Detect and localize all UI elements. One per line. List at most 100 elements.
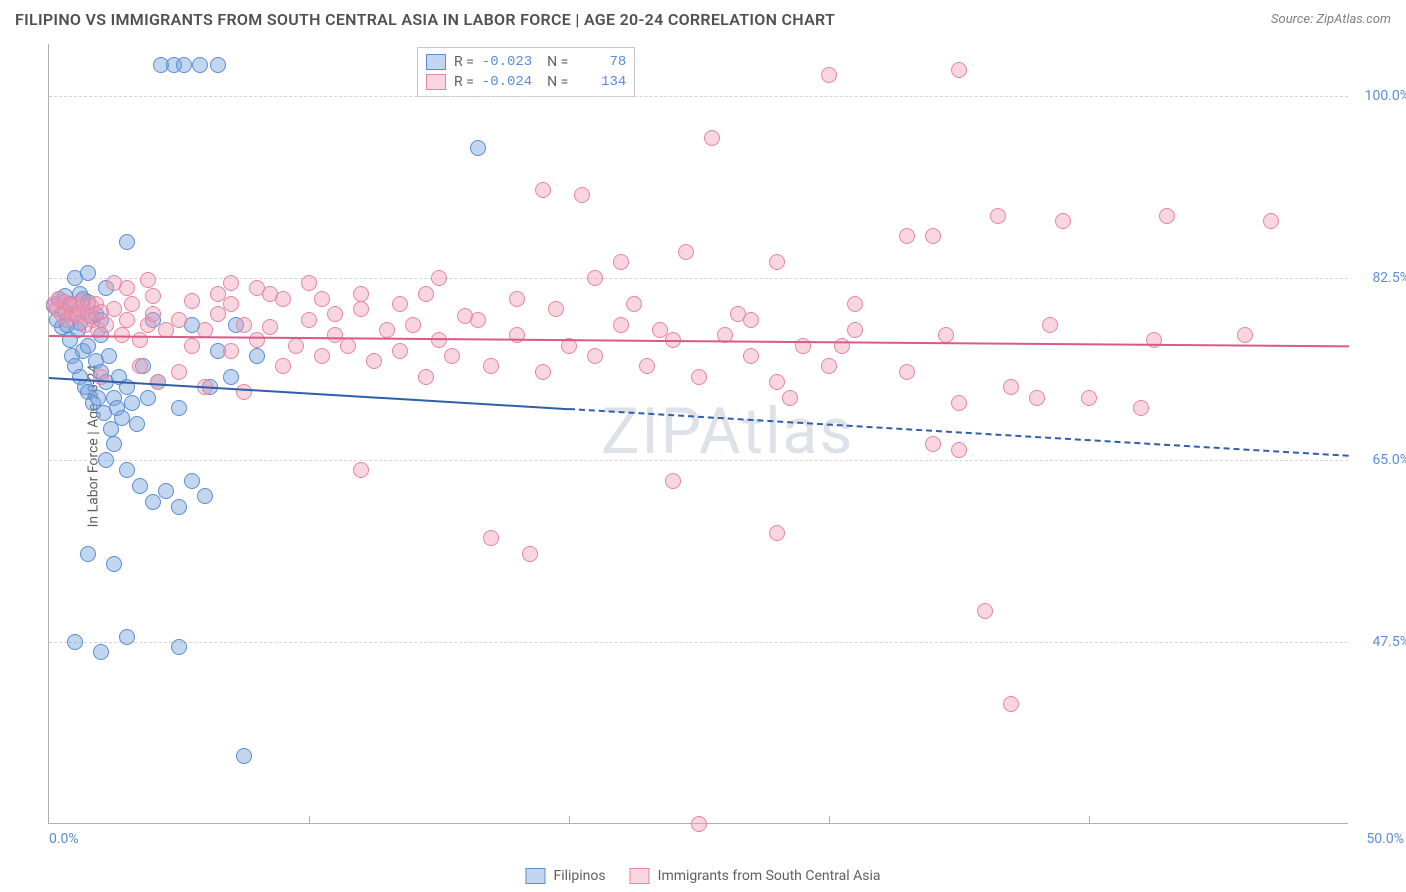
scatter-point [114, 410, 130, 426]
scatter-point [483, 358, 499, 374]
scatter-point [262, 286, 278, 302]
chart-title: FILIPINO VS IMMIGRANTS FROM SOUTH CENTRA… [15, 10, 835, 29]
scatter-point [431, 332, 447, 348]
scatter-point [691, 369, 707, 385]
x-tick-label: 0.0% [49, 831, 79, 847]
scatter-point [223, 369, 239, 385]
scatter-point [236, 317, 252, 333]
scatter-point [176, 57, 192, 73]
y-tick-label: 82.5% [1355, 270, 1406, 286]
scatter-point [132, 358, 148, 374]
scatter-point [80, 338, 96, 354]
scatter-point [145, 494, 161, 510]
scatter-point [951, 62, 967, 78]
scatter-point [223, 296, 239, 312]
scatter-point [548, 301, 564, 317]
scatter-point [192, 57, 208, 73]
scatter-point [1146, 332, 1162, 348]
stats-n-value: 78 [576, 54, 626, 70]
scatter-point [470, 140, 486, 156]
scatter-point [847, 296, 863, 312]
scatter-point [119, 234, 135, 250]
y-tick-label: 47.5% [1355, 634, 1406, 650]
scatter-point [639, 358, 655, 374]
gridline-vertical [569, 816, 570, 824]
scatter-point [171, 400, 187, 416]
gridline-horizontal [49, 278, 1348, 279]
scatter-point [925, 228, 941, 244]
scatter-point [80, 265, 96, 281]
y-tick-label: 65.0% [1355, 452, 1406, 468]
scatter-point [1081, 390, 1097, 406]
stats-row: R = -0.023 N = 78 [426, 52, 626, 72]
scatter-point [275, 358, 291, 374]
scatter-point [899, 364, 915, 380]
scatter-point [444, 348, 460, 364]
scatter-point [535, 364, 551, 380]
scatter-point [129, 416, 145, 432]
y-tick-label: 100.0% [1355, 88, 1406, 104]
scatter-point [1029, 390, 1045, 406]
scatter-point [535, 182, 551, 198]
series-legend: Filipinos Immigrants from South Central A… [525, 868, 880, 884]
scatter-point [210, 57, 226, 73]
scatter-point [1159, 208, 1175, 224]
scatter-point [1003, 379, 1019, 395]
scatter-point [158, 483, 174, 499]
scatter-point [522, 546, 538, 562]
scatter-point [782, 390, 798, 406]
scatter-point [145, 306, 161, 322]
scatter-point [171, 364, 187, 380]
stats-r-value: -0.023 [482, 54, 532, 70]
gridline-vertical [1089, 816, 1090, 824]
scatter-point [769, 374, 785, 390]
scatter-point [124, 296, 140, 312]
scatter-point [314, 291, 330, 307]
scatter-point [353, 301, 369, 317]
legend-item: Filipinos [525, 868, 605, 884]
scatter-point [431, 270, 447, 286]
scatter-point [769, 254, 785, 270]
scatter-point [392, 343, 408, 359]
scatter-point [847, 322, 863, 338]
stats-n-label: N = [540, 74, 568, 90]
stats-r-label: R = [454, 54, 474, 70]
scatter-point [821, 358, 837, 374]
legend-item: Immigrants from South Central Asia [630, 868, 881, 884]
legend-swatch [426, 54, 446, 70]
scatter-point [587, 348, 603, 364]
scatter-point [353, 462, 369, 478]
scatter-point [405, 317, 421, 333]
scatter-plot-area: ZIPAtlas R =-0.023 N =78R =-0.024 N =134… [48, 44, 1348, 824]
gridline-horizontal [49, 642, 1348, 643]
scatter-point [90, 390, 106, 406]
stats-n-label: N = [540, 54, 568, 70]
scatter-point [665, 473, 681, 489]
scatter-point [119, 312, 135, 328]
scatter-point [98, 317, 114, 333]
x-tick-label: 50.0% [1366, 831, 1404, 847]
scatter-point [925, 436, 941, 452]
gridline-vertical [829, 816, 830, 824]
scatter-point [236, 748, 252, 764]
scatter-point [834, 338, 850, 354]
scatter-point [1237, 327, 1253, 343]
scatter-point [743, 348, 759, 364]
scatter-point [418, 286, 434, 302]
scatter-point [223, 275, 239, 291]
scatter-point [587, 270, 603, 286]
scatter-point [223, 343, 239, 359]
scatter-point [743, 312, 759, 328]
gridline-horizontal [49, 96, 1348, 97]
scatter-point [821, 67, 837, 83]
scatter-point [1133, 400, 1149, 416]
gridline-horizontal [49, 460, 1348, 461]
legend-swatch [525, 868, 545, 884]
scatter-point [613, 254, 629, 270]
scatter-point [140, 272, 156, 288]
scatter-point [80, 546, 96, 562]
stats-r-value: -0.024 [482, 74, 532, 90]
scatter-point [366, 353, 382, 369]
scatter-point [977, 603, 993, 619]
scatter-point [171, 499, 187, 515]
